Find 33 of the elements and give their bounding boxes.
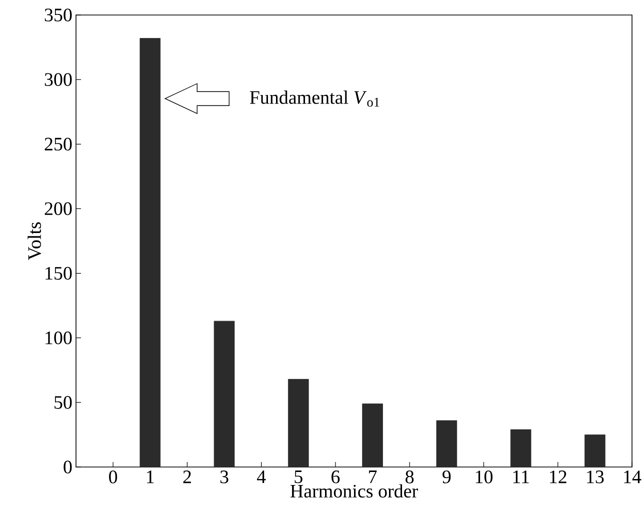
x-tick-label: 7 — [369, 470, 377, 483]
bar — [510, 429, 532, 468]
y-tick-label: 200 — [44, 202, 72, 216]
y-tick-label: 300 — [44, 73, 72, 86]
y-tick-label: 50 — [54, 396, 72, 409]
y-tick-label: 250 — [44, 138, 72, 151]
x-axis-title: Harmonics order — [290, 484, 418, 498]
x-tick-label: 11 — [513, 470, 529, 484]
bar — [140, 38, 161, 468]
bar — [362, 404, 383, 468]
annotation: Fundamental V$_{o1}$ — [250, 90, 380, 107]
x-tick-label: 3 — [220, 470, 228, 484]
x-tick-label: 9 — [442, 470, 451, 484]
y-tick-label: 100 — [46, 331, 72, 344]
bar — [288, 378, 309, 468]
y-tick-label: 0 — [64, 460, 72, 474]
x-tick-label: 13 — [587, 470, 604, 484]
x-tick-label: 2 — [183, 470, 191, 484]
bar — [436, 420, 458, 468]
x-tick-label: 5 — [294, 470, 302, 484]
x-tick-label: 10 — [476, 470, 493, 484]
bar — [214, 320, 235, 468]
x-tick-label: 0 — [109, 470, 118, 484]
x-tick-label: 8 — [406, 470, 414, 484]
y-axis-title: Volts — [28, 222, 42, 260]
y-tick-label: 350 — [44, 8, 72, 22]
x-tick-label: 12 — [550, 470, 566, 484]
x-tick-label: 6 — [332, 470, 340, 484]
bar — [584, 434, 606, 468]
x-tick-label: 1 — [147, 470, 154, 484]
x-tick-label: 14 — [624, 470, 642, 484]
y-tick-label: 150 — [46, 266, 72, 280]
x-tick-label: 4 — [256, 470, 266, 484]
